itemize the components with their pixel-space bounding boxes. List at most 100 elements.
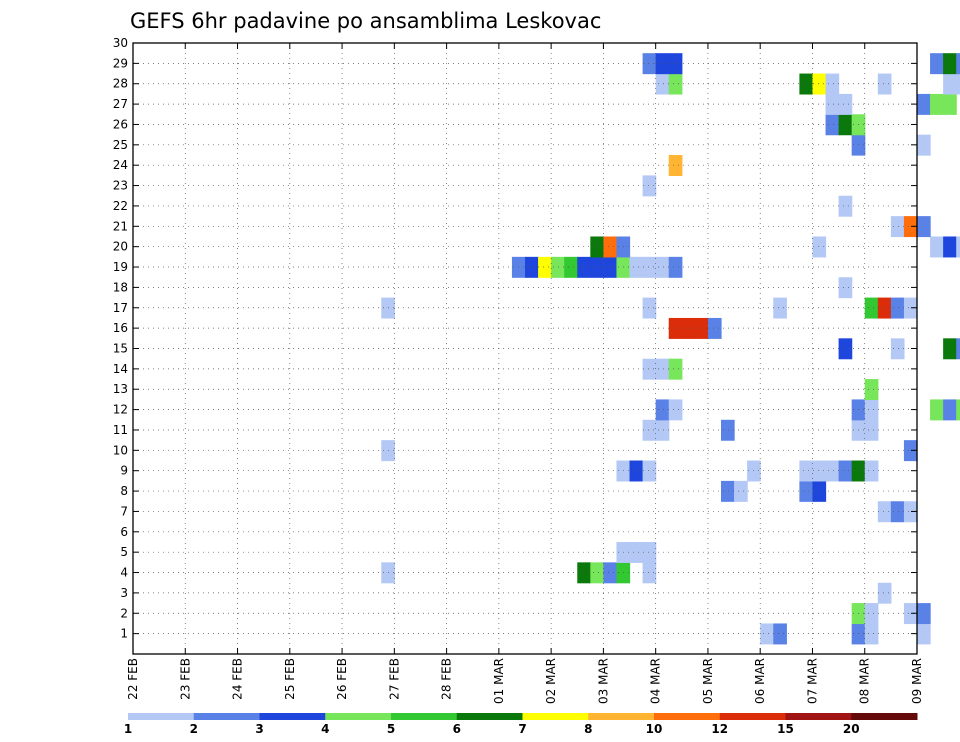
heatmap-cell [590,562,604,584]
x-axis-tick-labels: 22 FEB 23 FEB 24 FEB 25 FEB 26 FEB 27 FEB 28 F… [126,658,924,704]
colorbar-label: 3 [255,722,263,736]
heatmap-cell [668,155,683,176]
y-tick-label: 4 [120,566,128,580]
heatmap-cell [694,317,709,339]
heatmap-cell [903,297,918,319]
x-tick-label: 28 FEB [440,658,454,700]
colorbar-segment [785,713,852,720]
heatmap-cell [943,53,957,75]
heatmap-cell [877,582,892,604]
heatmap-cell [864,603,879,625]
colorbar-segment [193,713,260,720]
colorbar-segment [851,713,918,720]
heatmap-cell [956,73,960,95]
heatmap-cell [825,460,840,482]
heatmap-cell [864,379,879,401]
colorbar-label: 1 [124,722,132,736]
heatmap-cell [564,256,578,278]
heatmap-cell [943,73,957,95]
heatmap-cell [642,460,657,482]
colorbar-label: 5 [387,722,395,736]
x-tick-label: 23 FEB [178,658,192,700]
heatmap-cell [642,562,657,584]
heatmap-cell [890,297,905,319]
heatmap-cell [668,317,683,339]
y-tick-label: 21 [113,219,128,233]
heatmap-cell [838,93,853,115]
heatmap-cell [930,236,944,258]
colorbar-segment [128,713,195,720]
heatmap-cell [943,338,957,360]
heatmap-cell [838,195,853,217]
chart-title: GEFS 6hr padavine po ansamblima Leskovac [130,9,601,33]
y-tick-label: 8 [120,484,128,498]
x-tick-label: 07 MAR [805,658,819,704]
colorbar-label: 6 [453,722,461,736]
heatmap-cell [890,216,905,238]
heatmap-cell [799,460,814,482]
y-tick-label: 10 [113,443,128,457]
heatmap-cell [864,297,879,319]
colorbar-label: 10 [646,722,663,736]
heatmap-cell [825,93,840,115]
heatmap-cell [917,603,931,625]
heatmap-cell [668,358,683,380]
y-tick-label: 6 [120,525,128,539]
y-tick-label: 30 [113,36,128,50]
heatmap-cell [799,73,814,95]
y-tick-label: 7 [120,504,128,518]
y-tick-label: 28 [113,77,128,91]
heatmap-cell [642,175,657,197]
heatmap-cell [590,236,604,258]
heatmap-cell [629,256,644,278]
heatmap-cell [956,53,960,75]
y-tick-label: 29 [113,56,128,70]
y-tick-label: 20 [113,240,128,254]
heatmap-cell [655,256,670,278]
y-tick-label: 27 [113,97,128,111]
x-tick-label: 05 MAR [701,658,715,704]
y-tick-label: 11 [113,423,128,437]
heatmap-cell [838,114,853,136]
heatmap-cell [603,562,618,584]
heatmap-cell [538,256,552,278]
heatmap-cell [655,53,670,75]
colorbar-label: 2 [190,722,198,736]
heatmap-cell [917,93,931,115]
heatmap-cell [551,256,565,278]
heatmap-cell [864,623,879,645]
heatmap-cell [668,53,683,75]
colorbar-segment [259,713,326,720]
heatmap-cell [903,603,918,625]
heatmap-cell [903,501,918,523]
heatmap-cell [721,480,735,502]
y-tick-label: 15 [113,342,128,356]
heatmap-cell [707,317,722,339]
heatmap-cell [577,562,591,584]
heatmap-cell [642,53,657,75]
grid-lines [133,43,917,654]
heatmap-cell [864,419,879,441]
x-tick-label: 25 FEB [283,658,297,700]
heatmap-cell [956,399,960,421]
heatmap-cell [734,480,748,502]
heatmap-cell [930,399,944,421]
heatmap-cell [943,93,957,115]
y-tick-label: 17 [113,301,128,315]
heatmap-cell [590,256,604,278]
y-tick-label: 2 [120,606,128,620]
heatmap-cell [890,338,905,360]
heatmap-cell [629,460,644,482]
x-tick-label: 24 FEB [231,658,245,700]
y-tick-label: 14 [113,362,128,376]
heatmap-cell [812,480,827,502]
heatmap-cell [838,460,853,482]
heatmap-cell [642,358,657,380]
colorbar: 1 2 3 4 5 6 7 8 10 12 15 20 [124,713,918,736]
axis-ticks [132,42,918,654]
heatmap-cell [773,297,787,319]
y-tick-label: 12 [113,403,128,417]
colorbar-label: 8 [584,722,592,736]
heatmap-cell [838,338,853,360]
colorbar-label: 15 [777,722,794,736]
